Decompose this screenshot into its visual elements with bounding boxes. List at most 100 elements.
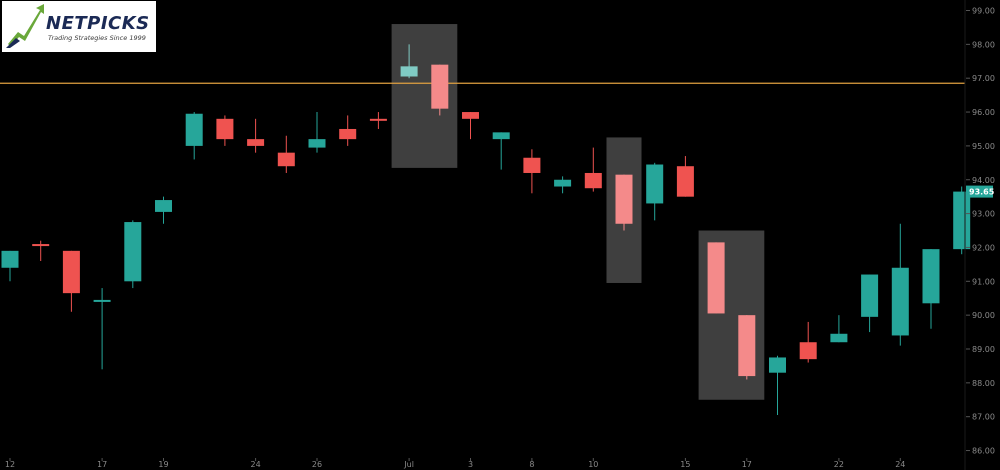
price-tick-label: 97.00 xyxy=(972,74,995,83)
candle xyxy=(216,115,234,146)
candle xyxy=(124,220,142,289)
candle-body xyxy=(646,164,664,204)
candle xyxy=(861,274,879,333)
candle-body xyxy=(62,250,80,294)
candle xyxy=(769,355,786,416)
candle-body xyxy=(369,118,387,121)
candle-body xyxy=(584,172,602,189)
candle xyxy=(830,315,848,343)
candle-body xyxy=(799,342,817,360)
price-tick-label: 93.00 xyxy=(972,210,995,219)
candle-body xyxy=(707,242,725,314)
candle-body xyxy=(676,166,694,197)
candle-body xyxy=(523,157,541,173)
candle xyxy=(891,223,909,346)
candle xyxy=(308,112,326,153)
time-tick-label: 24 xyxy=(895,460,905,469)
time-tick-label: 22 xyxy=(834,460,844,469)
current-price-badge-group: 93.65 xyxy=(966,185,995,198)
price-tick-label: 88.00 xyxy=(972,379,995,388)
candle xyxy=(1,250,19,282)
candle-body xyxy=(155,200,172,212)
time-tick-label: 24 xyxy=(251,460,261,469)
price-tick-label: 91.00 xyxy=(972,277,995,286)
candle-body xyxy=(738,315,756,377)
time-tick-label: 17 xyxy=(97,460,107,469)
time-tick-label: 3 xyxy=(468,460,473,469)
candle xyxy=(922,249,940,329)
candle-body xyxy=(339,128,357,140)
arrow-logo-icon xyxy=(6,4,44,48)
candle xyxy=(185,112,203,160)
price-tick-label: 94.00 xyxy=(972,176,995,185)
candle xyxy=(155,196,172,224)
candle xyxy=(523,149,541,194)
candle-body xyxy=(308,139,326,148)
time-tick-label: 10 xyxy=(588,460,598,469)
time-tick-label: 26 xyxy=(312,460,322,469)
candle-body xyxy=(554,179,572,187)
candle xyxy=(462,112,479,140)
time-tick-label: 19 xyxy=(158,460,168,469)
candle-body xyxy=(769,357,786,373)
candle xyxy=(277,135,295,173)
logo-brand-text: NETPICKS xyxy=(46,13,150,34)
candle xyxy=(93,288,111,370)
candle xyxy=(62,250,80,312)
price-axis: 86.00 87.00 88.00 89.00 90.00 91.00 92.00 93.00… xyxy=(964,0,995,470)
candle-body xyxy=(830,333,848,343)
price-tick-label: 95.00 xyxy=(972,142,995,151)
candle-body xyxy=(216,118,234,140)
candle xyxy=(646,162,664,221)
price-tick-label: 87.00 xyxy=(972,413,995,422)
candle-body xyxy=(93,299,111,302)
candle-body xyxy=(1,250,19,268)
current-price-label: 93.65 xyxy=(969,188,995,197)
price-tick-label: 92.00 xyxy=(972,243,995,252)
time-tick-label: 8 xyxy=(529,460,534,469)
price-tick-label: 89.00 xyxy=(972,345,995,354)
time-tick-label: 15 xyxy=(680,460,690,469)
price-tick-label: 96.00 xyxy=(972,108,995,117)
candle xyxy=(400,44,418,79)
candle-body xyxy=(32,244,50,247)
candle-body xyxy=(185,113,203,146)
candle xyxy=(799,321,817,363)
candle-body xyxy=(615,174,633,224)
candle xyxy=(492,132,510,170)
candle xyxy=(738,315,756,380)
candles xyxy=(1,44,971,416)
candle-body xyxy=(247,139,265,146)
candle-body xyxy=(277,152,295,167)
candle xyxy=(369,112,387,129)
candle-body xyxy=(953,191,971,250)
candle-body xyxy=(922,249,940,304)
price-tick-label: 86.00 xyxy=(972,447,995,456)
price-tick-label: 90.00 xyxy=(972,311,995,320)
current-price-badge xyxy=(966,185,993,198)
candle xyxy=(431,64,449,116)
candle xyxy=(953,186,971,255)
candle-body xyxy=(861,274,879,317)
candle xyxy=(554,176,572,194)
time-tick-label: 12 xyxy=(5,460,15,469)
candle-body xyxy=(124,222,142,282)
price-tick-label: 98.00 xyxy=(972,40,995,49)
price-tick-label: 99.00 xyxy=(972,7,995,16)
netpicks-logo: NETPICKS Trading Strategies Since 1999 xyxy=(2,1,156,52)
candle xyxy=(707,242,725,314)
candle xyxy=(32,240,50,261)
candle-body xyxy=(462,112,479,119)
candle-body xyxy=(492,132,510,140)
candle xyxy=(339,115,357,146)
candle xyxy=(247,118,265,153)
time-axis: 12 17 19 24 26 Jul 3 8 10 15 17 22 24 xyxy=(5,458,905,469)
logo-tagline: Trading Strategies Since 1999 xyxy=(48,34,146,42)
candle-body xyxy=(400,66,418,77)
candle-body xyxy=(891,267,909,336)
time-tick-label: 17 xyxy=(742,460,752,469)
candle-body xyxy=(431,64,449,109)
time-tick-label: Jul xyxy=(403,460,414,469)
